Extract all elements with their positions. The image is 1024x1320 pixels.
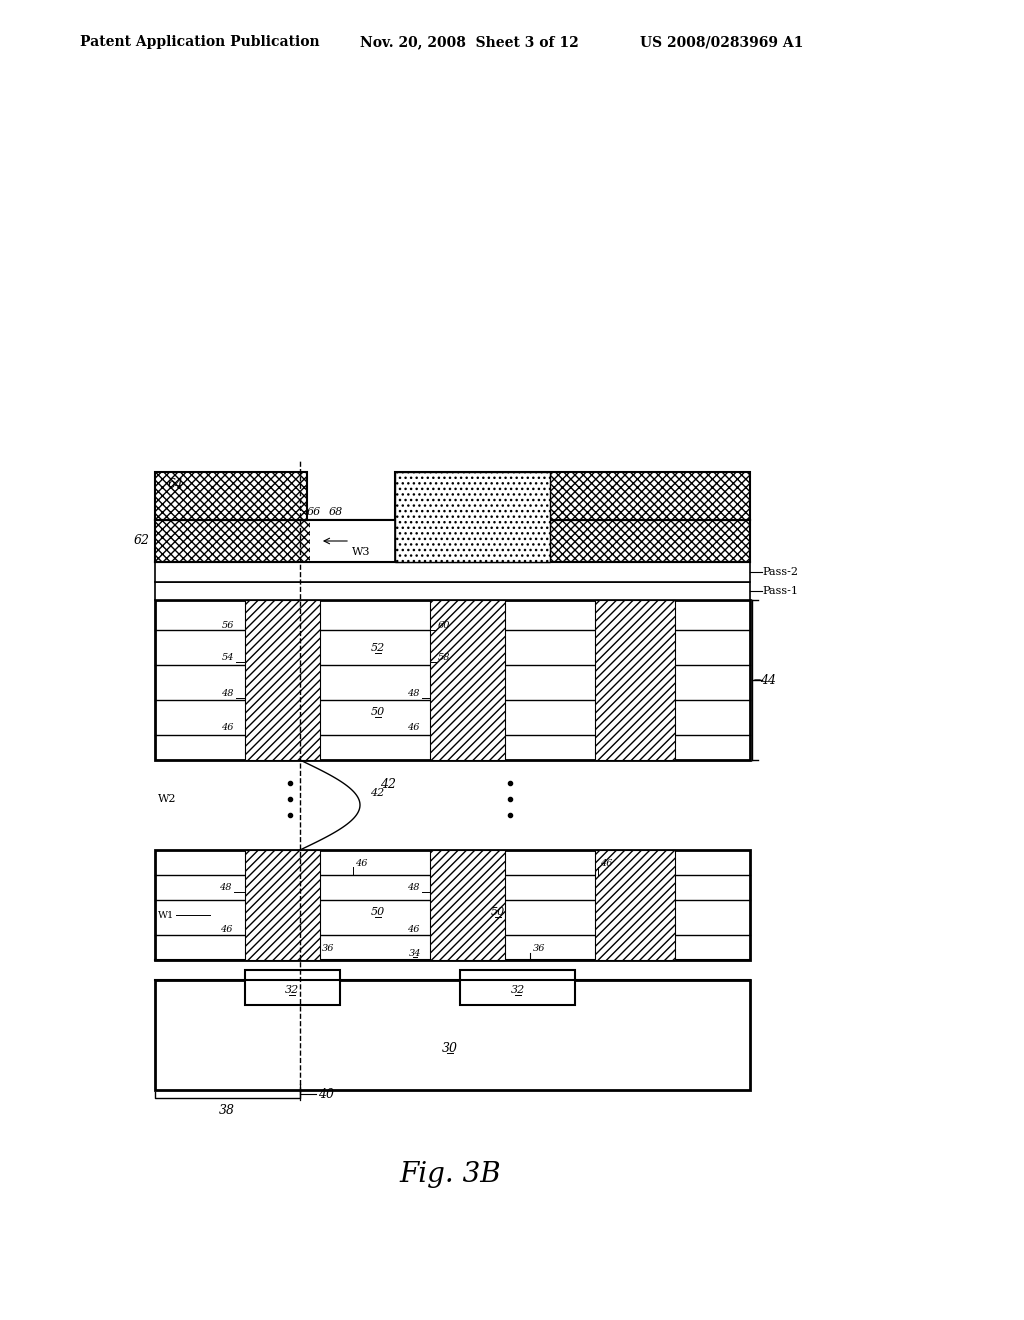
Text: 42: 42 <box>370 788 384 799</box>
Text: Pass-1: Pass-1 <box>762 586 798 597</box>
Text: Pass-2: Pass-2 <box>762 568 798 577</box>
Text: 68: 68 <box>329 507 343 517</box>
Text: W3: W3 <box>352 546 371 557</box>
Text: 36: 36 <box>605 944 617 953</box>
Bar <box>310 520 465 562</box>
Bar <box>430 601 505 760</box>
Text: 54: 54 <box>221 652 234 661</box>
Text: 42: 42 <box>380 779 396 792</box>
Text: 38: 38 <box>219 1104 234 1117</box>
Text: 40: 40 <box>318 1088 334 1101</box>
Text: AP: AP <box>447 506 463 515</box>
Text: 44: 44 <box>760 673 776 686</box>
Bar <box>155 473 307 520</box>
Bar <box>245 601 319 760</box>
Bar <box>245 850 319 960</box>
Bar <box>395 473 550 562</box>
Text: 36: 36 <box>322 944 335 953</box>
Text: 48: 48 <box>219 883 232 892</box>
Bar <box>155 520 750 562</box>
Text: W2: W2 <box>158 795 176 804</box>
Text: 46: 46 <box>220 925 233 935</box>
Text: 36: 36 <box>534 944 546 953</box>
Text: 46: 46 <box>408 723 420 733</box>
Bar <box>595 601 675 760</box>
Text: 46: 46 <box>600 859 612 869</box>
Bar <box>395 473 750 520</box>
Bar <box>155 979 750 1090</box>
Text: 32: 32 <box>285 985 299 995</box>
Bar <box>155 582 750 601</box>
Text: 60: 60 <box>438 620 451 630</box>
Text: 46: 46 <box>355 859 368 869</box>
Text: 32: 32 <box>511 985 525 995</box>
Text: Nov. 20, 2008  Sheet 3 of 12: Nov. 20, 2008 Sheet 3 of 12 <box>360 36 579 49</box>
Text: 50: 50 <box>371 907 385 917</box>
Text: W1: W1 <box>158 911 174 920</box>
Text: Fig. 3B: Fig. 3B <box>399 1162 501 1188</box>
Text: 50: 50 <box>371 708 385 717</box>
Bar <box>460 970 575 1005</box>
Text: 48: 48 <box>408 883 420 892</box>
Bar <box>155 601 750 760</box>
Text: 48: 48 <box>221 689 234 697</box>
Text: 64: 64 <box>168 479 184 491</box>
Text: 48: 48 <box>408 689 420 697</box>
Text: 56: 56 <box>221 620 234 630</box>
Text: 66: 66 <box>307 507 322 517</box>
Text: 34: 34 <box>409 949 421 957</box>
Bar <box>155 850 750 960</box>
Text: 52: 52 <box>371 643 385 653</box>
Text: US 2008/0283969 A1: US 2008/0283969 A1 <box>640 36 804 49</box>
Bar <box>430 850 505 960</box>
Text: Patent Application Publication: Patent Application Publication <box>80 36 319 49</box>
Bar <box>245 970 340 1005</box>
Text: 46: 46 <box>221 723 234 733</box>
Bar <box>595 850 675 960</box>
Text: 58: 58 <box>438 652 451 661</box>
Bar <box>155 562 750 582</box>
Text: 62: 62 <box>134 535 150 548</box>
Text: 50: 50 <box>490 907 505 917</box>
Text: 46: 46 <box>408 925 420 935</box>
Text: 30: 30 <box>442 1041 458 1055</box>
